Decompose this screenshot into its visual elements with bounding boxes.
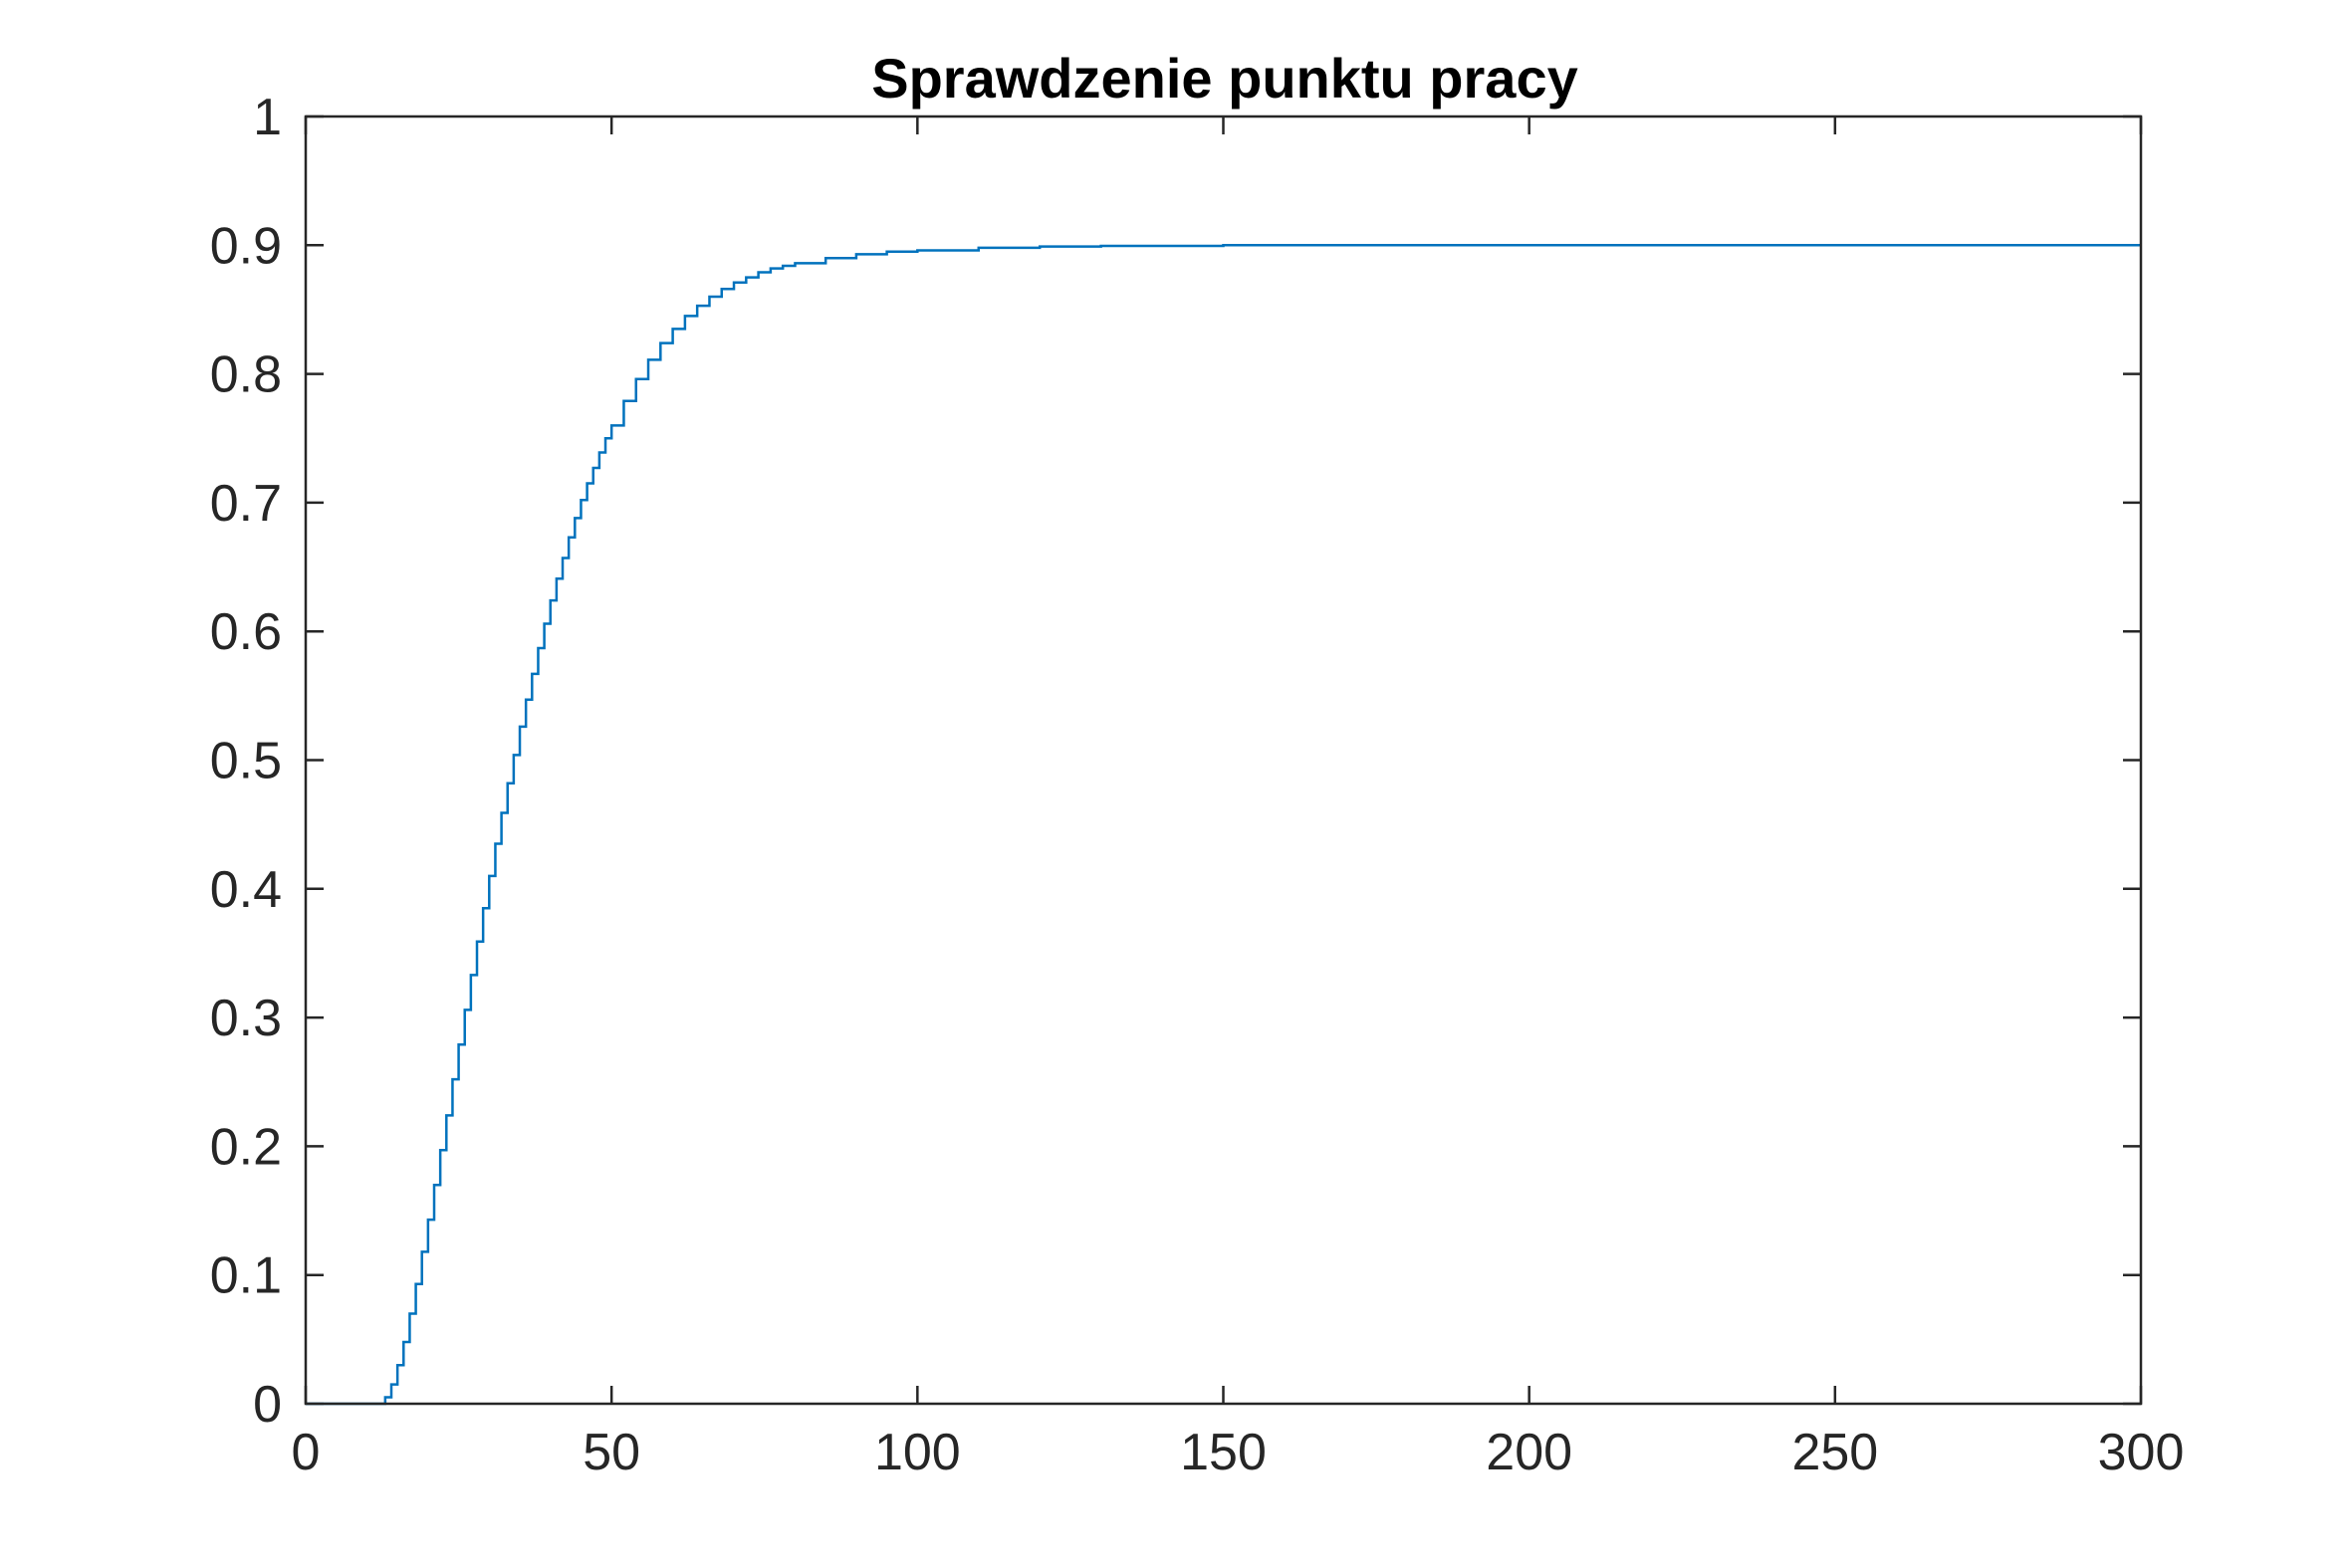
x-tick-label: 250 — [1791, 1424, 1878, 1481]
y-tick-label: 0.7 — [210, 475, 282, 533]
y-tick-label: 1 — [253, 89, 282, 146]
y-tick-label: 0.8 — [210, 346, 282, 404]
axes-box — [304, 114, 2143, 1406]
x-tick-label: 200 — [1486, 1424, 1572, 1481]
x-tick-label: 100 — [874, 1424, 961, 1481]
x-tick-label: 0 — [292, 1424, 321, 1481]
y-axis-tick-labels: 0 0.1 0.2 0.3 0.4 0.5 0.6 0.7 0.8 0.9 1 — [210, 89, 282, 1434]
x-tick-label: 300 — [2098, 1424, 2185, 1481]
y-tick-label: 0.2 — [210, 1118, 282, 1176]
series-group — [306, 244, 2141, 1406]
y-tick-label: 0.4 — [210, 861, 282, 919]
y-tick-label: 0.9 — [210, 217, 282, 275]
y-tick-label: 0.5 — [210, 733, 282, 790]
x-tick-label: 50 — [583, 1424, 640, 1481]
y-axis-ticks — [306, 114, 2141, 1406]
x-tick-label: 150 — [1180, 1424, 1267, 1481]
y-tick-label: 0 — [253, 1376, 282, 1434]
series-line-0 — [306, 244, 2141, 1406]
x-axis-tick-labels: 0 50 100 150 200 250 300 — [292, 1424, 2185, 1481]
chart-title: Sprawdzenie punktu pracy — [871, 47, 1578, 110]
y-tick-label: 0.1 — [210, 1247, 282, 1305]
y-tick-label: 0.3 — [210, 990, 282, 1047]
y-tick-label: 0.6 — [210, 603, 282, 661]
